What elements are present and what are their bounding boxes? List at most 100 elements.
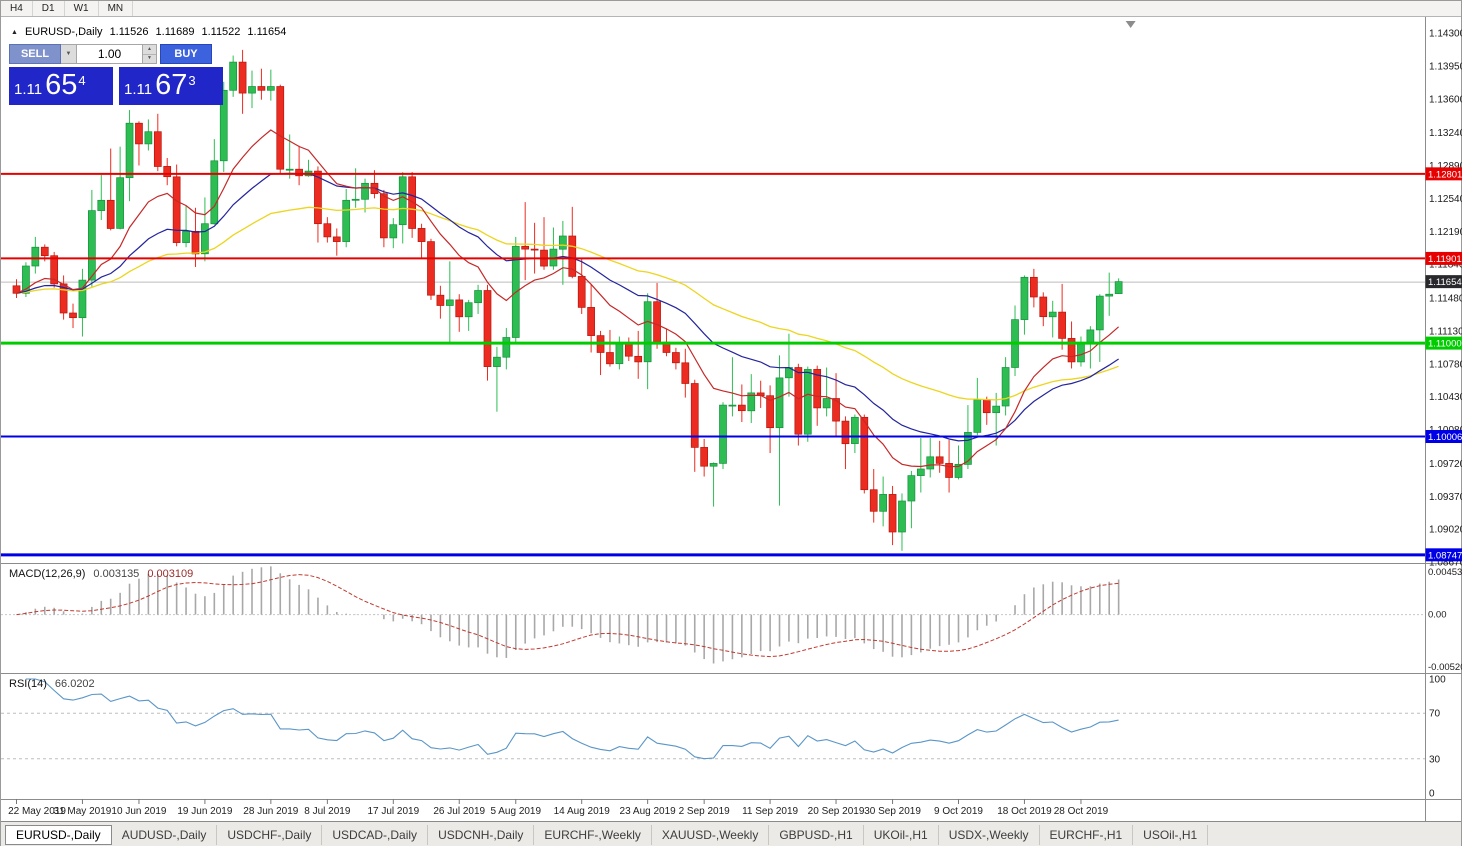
symbol-tab-usdx-weekly[interactable]: USDX-,Weekly	[939, 824, 1040, 845]
date-axis-label: 28 Oct 2019	[1054, 806, 1109, 817]
symbol-tab-ukoil-h1[interactable]: UKOil-,H1	[864, 824, 939, 845]
scroll-to-end-marker-icon[interactable]	[1125, 21, 1136, 28]
rsi-axis-label: 30	[1429, 754, 1441, 765]
timeframe-toolbar: H4 D1 W1 MN	[1, 1, 1461, 17]
symbol-tab-eurchf-h1[interactable]: EURCHF-,H1	[1040, 824, 1134, 845]
svg-text:1.11901: 1.11901	[1428, 254, 1462, 265]
ma-slow-line	[16, 206, 1119, 401]
volume-down-icon[interactable]: ▼	[143, 54, 156, 63]
ohlc-open-value: 1.11526	[109, 26, 149, 38]
symbol-tab-usoil-h1[interactable]: USOil-,H1	[1133, 824, 1209, 845]
ma-fast-line	[16, 129, 1119, 468]
price-axis-label: 1.11840	[1429, 260, 1462, 271]
buy-price-box[interactable]: 1.11 67 3	[119, 67, 223, 105]
price-axis-label: 1.14300	[1429, 28, 1462, 39]
timeframe-button-w1[interactable]: W1	[65, 1, 99, 16]
macd-signal-line	[16, 574, 1119, 658]
symbol-tab-usdchf-daily[interactable]: USDCHF-,Daily	[217, 824, 323, 845]
date-axis-label: 2 Sep 2019	[679, 806, 731, 817]
macd-axis-label: -0.005205	[1428, 662, 1462, 673]
date-axis-label: 5 Aug 2019	[490, 806, 541, 817]
volume-up-icon[interactable]: ▲	[143, 45, 156, 55]
sell-price-base: 1.11	[14, 81, 43, 98]
macd-main-value: 0.003135	[93, 568, 140, 580]
price-axis-label: 1.13950	[1429, 61, 1462, 72]
macd-axis-label: 0.004536	[1428, 567, 1462, 578]
rsi-axis-label: 100	[1429, 675, 1446, 686]
date-axis-label: 8 Jul 2019	[304, 806, 351, 817]
price-axis-label: 1.12890	[1429, 161, 1462, 172]
svg-text:1.11000: 1.11000	[1428, 339, 1462, 350]
macd-axis-label: 0.00	[1428, 610, 1447, 621]
hline-price-tag	[1425, 548, 1462, 562]
timeframe-button-d1[interactable]: D1	[33, 1, 65, 16]
buy-price-base: 1.11	[124, 81, 153, 98]
chart-ohlc-header: ▲ EURUSD-,Daily 1.11526 1.11689 1.11522 …	[11, 26, 286, 38]
price-axis-label: 1.10780	[1429, 359, 1462, 370]
date-axis-label: 20 Sep 2019	[808, 806, 865, 817]
date-axis-label: 30 Sep 2019	[864, 806, 921, 817]
price-axis-label: 1.11130	[1429, 326, 1462, 337]
hline-price-tag	[1425, 167, 1462, 181]
price-axis-label: 1.11480	[1429, 293, 1462, 304]
hline-price-tag	[1425, 251, 1462, 265]
rsi-value: 66.0202	[54, 678, 95, 690]
price-axis-label: 1.12540	[1429, 194, 1462, 205]
rsi-name: RSI(14)	[9, 678, 47, 690]
macd-histogram	[25, 566, 1120, 664]
price-axis-label: 1.09020	[1429, 525, 1462, 536]
ohlc-high-value: 1.11689	[155, 26, 195, 38]
date-axis-label: 9 Oct 2019	[934, 806, 983, 817]
macd-name: MACD(12,26,9)	[9, 568, 86, 580]
symbol-tab-xauusd-weekly[interactable]: XAUUSD-,Weekly	[652, 824, 770, 845]
volume-input[interactable]	[77, 44, 143, 64]
symbol-tab-eurchf-weekly[interactable]: EURCHF-,Weekly	[534, 824, 652, 845]
current-price-tag	[1425, 275, 1462, 289]
macd-indicator-label: MACD(12,26,9) 0.003135 0.003109	[9, 568, 193, 580]
date-axis-label: 31 May 2019	[54, 806, 112, 817]
price-axis-label: 1.08670	[1429, 558, 1462, 569]
symbol-tab-eurusd-daily[interactable]: EURUSD-,Daily	[5, 824, 112, 845]
volume-dropdown-icon[interactable]: ▼	[61, 44, 77, 64]
date-axis-label: 10 Jun 2019	[111, 806, 166, 817]
svg-text:1.10006: 1.10006	[1428, 432, 1462, 443]
candles-layer	[12, 49, 1123, 551]
rsi-indicator-label: RSI(14) 66.0202	[9, 678, 95, 690]
ma-mid-line	[16, 172, 1119, 442]
ohlc-low-value: 1.11522	[201, 26, 241, 38]
date-axis-label: 23 Aug 2019	[620, 806, 677, 817]
sell-price-box[interactable]: 1.11 65 4	[9, 67, 113, 105]
svg-text:1.11654: 1.11654	[1428, 277, 1462, 288]
timeframe-button-h4[interactable]: H4	[1, 1, 33, 16]
rsi-axis-label: 0	[1429, 789, 1435, 800]
hline-price-tag	[1425, 336, 1462, 350]
sell-price-pips: 65	[45, 69, 78, 101]
symbol-tab-usdcnh-daily[interactable]: USDCNH-,Daily	[428, 824, 535, 845]
date-axis-label: 14 Aug 2019	[554, 806, 611, 817]
date-axis-label: 11 Sep 2019	[742, 806, 798, 817]
rsi-axis-label: 70	[1429, 709, 1441, 720]
date-axis-label: 22 May 2019	[8, 806, 66, 817]
price-axis-label: 1.10430	[1429, 392, 1462, 403]
symbol-tab-audusd-daily[interactable]: AUDUSD-,Daily	[112, 824, 218, 845]
timeframe-button-mn[interactable]: MN	[99, 1, 134, 16]
hline-price-tag	[1425, 430, 1462, 444]
symbol-tab-bar: EURUSD-,Daily AUDUSD-,Daily USDCHF-,Daily U…	[1, 821, 1461, 846]
sell-price-pipette: 4	[78, 73, 86, 88]
svg-text:1.08747: 1.08747	[1428, 550, 1462, 561]
symbol-tab-usdcad-daily[interactable]: USDCAD-,Daily	[322, 824, 429, 845]
sell-button[interactable]: SELL	[9, 44, 61, 64]
price-axis-label: 1.13240	[1429, 128, 1462, 139]
chart-symbol-label: EURUSD-,Daily	[24, 26, 103, 38]
date-axis-label: 18 Oct 2019	[997, 806, 1052, 817]
buy-price-pipette: 3	[188, 73, 196, 88]
price-axis-label: 1.09720	[1429, 459, 1462, 470]
symbol-tab-gbpusd-h1[interactable]: GBPUSD-,H1	[769, 824, 864, 845]
price-axis-label: 1.09370	[1429, 492, 1462, 503]
buy-button[interactable]: BUY	[160, 44, 212, 64]
horizontal-lines-layer[interactable]	[1, 172, 1425, 557]
volume-spinner: ▲ ▼	[143, 44, 157, 64]
symbol-marker-icon: ▲	[11, 28, 18, 36]
one-click-trading-panel: SELL ▼ ▲ ▼ BUY 1.11 65 4 1.11 67 3	[9, 44, 228, 105]
